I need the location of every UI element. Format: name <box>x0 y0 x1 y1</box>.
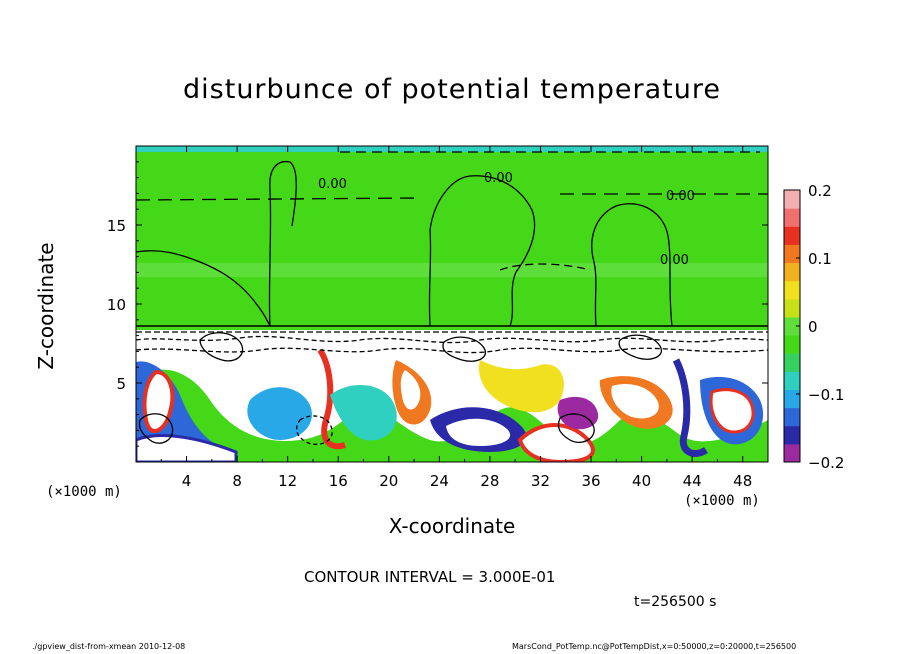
upper-layer <box>136 146 768 330</box>
x-unit-left: (×1000 m) <box>46 484 122 500</box>
footer-left: ./gpview_dist-from-xmean 2010-12-08 <box>32 642 186 651</box>
colorbar-swatch <box>784 371 800 390</box>
colorbar-swatch <box>784 244 800 264</box>
x-tick-label: 36 <box>581 472 600 490</box>
x-unit-right: (×1000 m) <box>684 493 760 509</box>
x-tick-label: 32 <box>531 472 550 490</box>
colorbar-swatch <box>784 407 800 427</box>
colorbar-swatch <box>784 262 800 282</box>
y-tick-label: 15 <box>107 217 126 235</box>
heatmap-field: 0.00 0.00 0.00 0.00 <box>136 146 768 462</box>
contour-label: 0.00 <box>660 253 689 268</box>
colorbar-tick-label: −0.1 <box>808 386 844 404</box>
colorbar-swatch <box>784 298 800 318</box>
colorbar-swatch <box>784 226 800 245</box>
y-tick-label: 5 <box>116 375 126 393</box>
x-tick-label: 48 <box>733 472 752 490</box>
footer-right: MarsCond_PotTemp.nc@PotTempDist,x=0:5000… <box>512 642 797 651</box>
colorbar-swatch <box>784 208 800 227</box>
contour-interval-note: CONTOUR INTERVAL = 3.000E-01 <box>304 568 556 586</box>
colorbar-tick-label: 0.1 <box>808 250 832 268</box>
x-tick-label: 16 <box>329 472 348 490</box>
time-label: t=256500 s <box>634 594 717 610</box>
colorbar: 0.2 0.1 0 −0.1 −0.2 <box>783 182 844 472</box>
x-tick-label: 40 <box>632 472 651 490</box>
contour-labels: 0.00 0.00 0.00 0.00 <box>318 171 695 268</box>
colorbar-swatch <box>784 190 800 209</box>
convective-plumes <box>136 348 768 462</box>
contour-label: 0.00 <box>484 171 513 186</box>
contour-label: 0.00 <box>666 189 695 204</box>
colorbar-swatch <box>784 425 800 445</box>
colorbar-swatch <box>784 353 800 372</box>
x-tick-label: 20 <box>379 472 398 490</box>
y-axis-label: Z-coordinate <box>34 242 58 370</box>
contour-lines <box>136 151 768 445</box>
colorbar-tick-label: −0.2 <box>808 454 844 472</box>
colorbar-tick-label: 0 <box>808 318 818 336</box>
x-axis-label: X-coordinate <box>388 514 516 538</box>
y-axis: 5 10 15 <box>107 161 768 447</box>
colorbar-swatch <box>784 316 800 336</box>
colorbar-swatch <box>784 389 800 409</box>
colorbar-swatch <box>784 280 800 300</box>
colorbar-swatch <box>784 443 800 463</box>
y-tick-label: 10 <box>107 296 126 314</box>
x-tick-label: 24 <box>430 472 449 490</box>
x-tick-label: 8 <box>232 472 242 490</box>
x-tick-label: 4 <box>182 472 192 490</box>
x-tick-label: 44 <box>683 472 702 490</box>
x-tick-label: 28 <box>480 472 499 490</box>
contour-label: 0.00 <box>318 177 347 192</box>
colorbar-swatch <box>784 335 800 354</box>
x-axis: 4 8 12 16 20 24 28 32 36 40 44 48 <box>160 146 752 490</box>
top-band <box>136 146 768 152</box>
mid-band <box>136 263 768 277</box>
x-tick-label: 12 <box>278 472 297 490</box>
colorbar-tick-label: 0.2 <box>808 182 832 200</box>
chart-title: disturbunce of potential temperature <box>183 74 721 105</box>
